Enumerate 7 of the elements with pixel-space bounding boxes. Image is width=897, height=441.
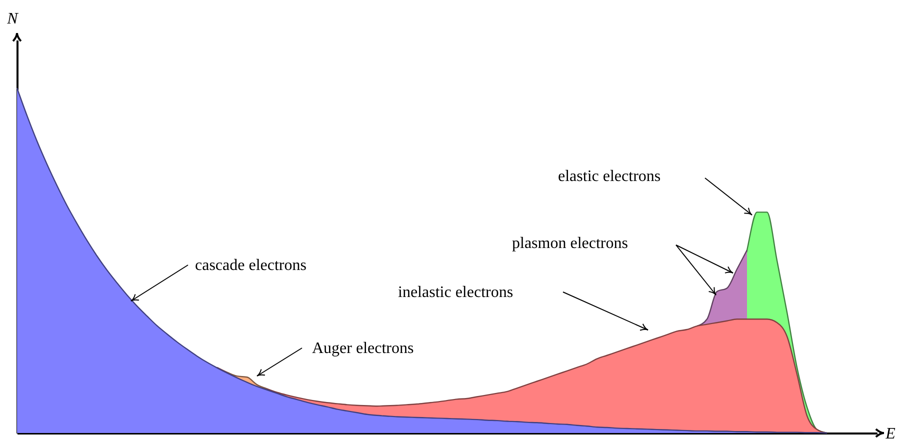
annotation: elastic electrons: [558, 168, 661, 185]
y-axis-title: N: [6, 10, 20, 28]
annotation: inelastic electrons: [398, 284, 514, 301]
annotation: cascade electrons: [195, 257, 306, 274]
annotation: plasmon electrons: [512, 235, 628, 252]
annotation: Auger electrons: [312, 340, 414, 357]
x-axis-title: E: [884, 426, 896, 441]
